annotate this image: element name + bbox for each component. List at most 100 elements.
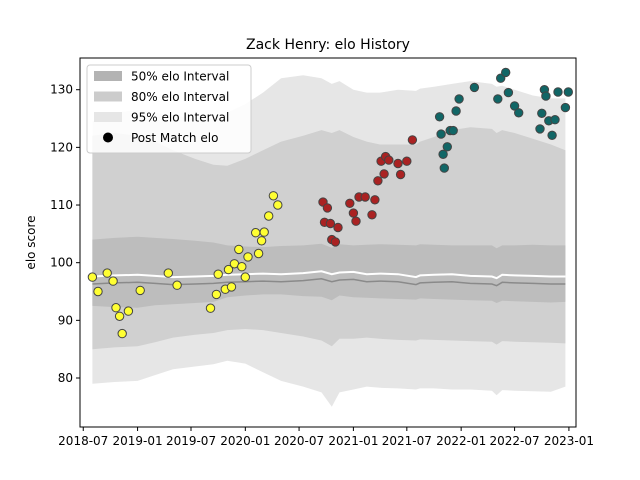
x-tick-label: 2022-01 [436, 434, 486, 448]
data-point [553, 87, 563, 97]
data-point [393, 158, 403, 169]
legend-swatch [94, 91, 122, 102]
data-point [322, 203, 333, 213]
data-point [537, 108, 547, 119]
y-tick-label: 110 [50, 198, 73, 212]
x-tick-label: 2023-01 [544, 434, 594, 448]
data-point [436, 129, 446, 139]
data-point [211, 289, 222, 300]
x-axis-ticks: 2018-07 2019-01 2019-07 2020-01 2020-07 2021-… [58, 427, 594, 448]
data-point [268, 191, 279, 201]
y-tick-label: 120 [50, 140, 73, 154]
x-tick-label: 2022-07 [490, 434, 540, 448]
data-point [434, 112, 445, 122]
data-point [256, 236, 267, 246]
plot-frame [79, 57, 577, 428]
post-match-points [87, 67, 573, 339]
data-point [226, 282, 237, 292]
data-point [108, 276, 118, 286]
data-point [493, 94, 503, 104]
data-point [384, 155, 394, 165]
chart-title: Zack Henry: elo History [246, 37, 410, 53]
y-axis-title: elo score [24, 215, 38, 269]
data-point [379, 169, 389, 179]
median-line [92, 270, 566, 280]
data-point [469, 82, 480, 93]
data-point [454, 94, 464, 104]
data-point [351, 216, 361, 226]
data-point [402, 156, 412, 166]
y-axis-ticks: 80 90 100 110 120 130 [50, 83, 80, 385]
data-point [114, 311, 125, 321]
lower-median-line [92, 278, 566, 287]
data-point [442, 142, 452, 152]
data-point [503, 87, 514, 98]
data-point [367, 210, 377, 220]
median-elo-line [92, 270, 566, 287]
data-point [253, 248, 264, 259]
data-point [550, 115, 560, 125]
data-point [243, 252, 253, 262]
data-point [370, 195, 380, 205]
data-point [93, 286, 103, 297]
legend: 50% elo Interval 80% elo Interval 95% elo … [86, 64, 252, 154]
data-point [87, 272, 98, 282]
data-point [205, 303, 216, 313]
data-point [395, 169, 406, 180]
data-point [117, 328, 127, 339]
data-point [123, 306, 134, 316]
data-point [373, 176, 383, 186]
legend-swatch [94, 71, 122, 81]
data-point [509, 101, 520, 111]
x-tick-label: 2019-07 [166, 434, 216, 448]
data-point [259, 227, 269, 237]
data-point [439, 163, 449, 173]
y-tick-label: 80 [58, 371, 73, 385]
data-point [407, 135, 418, 145]
legend-marker [103, 132, 113, 143]
data-point [237, 262, 247, 272]
data-point [240, 272, 251, 282]
legend-label: Post Match elo [131, 131, 218, 145]
data-point [333, 222, 343, 233]
data-point [514, 108, 524, 118]
x-tick-label: 2019-01 [113, 434, 163, 448]
data-point [325, 218, 336, 229]
y-tick-label: 90 [58, 313, 73, 327]
data-point [541, 91, 551, 101]
y-tick-label: 100 [50, 256, 73, 270]
data-point [501, 67, 511, 78]
x-tick-label: 2020-07 [274, 434, 324, 448]
data-point [563, 87, 573, 97]
y-tick-label: 130 [50, 83, 73, 97]
data-point [135, 285, 145, 296]
data-point [496, 73, 506, 83]
data-point [330, 237, 341, 247]
x-tick-label: 2021-01 [328, 434, 378, 448]
data-point [102, 268, 112, 278]
data-point [448, 125, 458, 136]
legend-label: 80% elo Interval [131, 90, 229, 104]
data-point [535, 124, 545, 134]
data-point [251, 228, 261, 238]
legend-label: 50% elo Interval [131, 70, 229, 84]
data-point [560, 102, 571, 113]
data-point [345, 198, 355, 209]
data-point [547, 130, 557, 141]
data-point [234, 244, 244, 255]
data-point [213, 269, 223, 279]
legend-box [86, 64, 252, 154]
x-tick-label: 2020-01 [220, 434, 270, 448]
data-point [172, 280, 182, 290]
data-point [111, 303, 121, 313]
data-point [360, 192, 370, 202]
data-point [451, 106, 461, 116]
data-point [438, 149, 448, 160]
x-tick-label: 2021-07 [382, 434, 432, 448]
x-tick-label: 2018-07 [58, 434, 108, 448]
band-50 [92, 236, 566, 308]
data-point [163, 268, 174, 278]
data-point [223, 264, 234, 275]
data-point [264, 211, 274, 221]
